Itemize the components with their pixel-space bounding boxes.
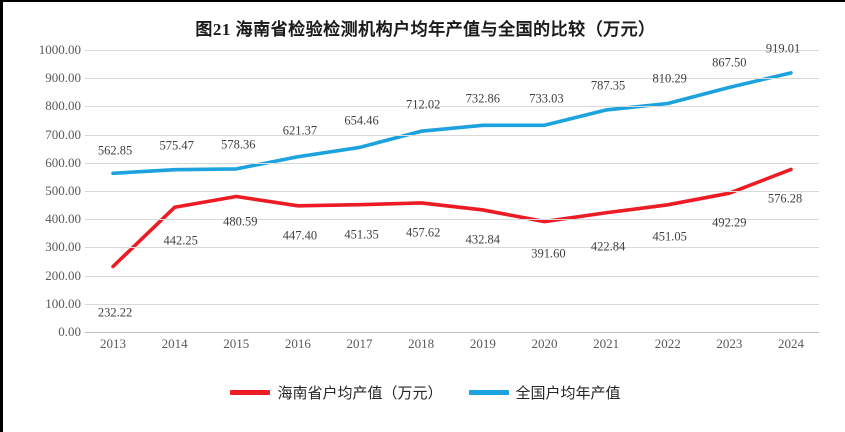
data-point-label: 576.28	[767, 191, 803, 206]
y-axis: 1000.00 900.00 800.00 700.00 600.00 500.00 400…	[9, 42, 81, 339]
legend-line-icon	[468, 390, 509, 395]
data-point-label: 733.03	[529, 91, 564, 106]
x-axis-tick-label: 2024	[778, 336, 804, 351]
y-axis-tick-label: 200.00	[45, 267, 81, 283]
x-axis-tick-label: 2018	[408, 336, 435, 351]
y-axis-tick-label: 0.00	[58, 324, 81, 339]
data-point-label: 457.62	[405, 225, 441, 240]
y-axis-tick-label: 900.00	[45, 70, 81, 86]
gridline	[85, 275, 819, 277]
data-point-label: 919.01	[765, 41, 801, 56]
y-axis-tick-label: 500.00	[45, 183, 81, 198]
y-axis-tick-label: 300.00	[45, 239, 81, 255]
data-point-label: 447.40	[282, 228, 318, 243]
data-point-label: 654.46	[344, 113, 379, 128]
x-axis-tick-label: 2014	[161, 336, 188, 351]
gridline	[85, 134, 819, 136]
data-point-label: 422.84	[590, 239, 626, 254]
gridline	[85, 191, 819, 192]
y-axis-tick-label: 600.00	[45, 154, 81, 170]
data-point-label: 578.36	[221, 137, 256, 152]
legend-line-icon	[230, 390, 271, 395]
series-line	[111, 71, 793, 176]
gridline	[85, 247, 819, 249]
data-point-label: 621.37	[282, 123, 318, 138]
gridline	[85, 106, 819, 108]
gridline	[85, 219, 819, 221]
y-axis-tick-label: 700.00	[45, 126, 81, 142]
gridline	[85, 78, 819, 80]
data-point-label: 492.29	[712, 215, 747, 230]
x-axis-tick-label: 2015	[223, 336, 250, 351]
data-point-label: 575.47	[159, 138, 194, 153]
x-axis-tick-label: 2013	[100, 336, 126, 351]
data-point-label: 232.22	[97, 305, 133, 319]
data-point-label: 810.29	[652, 71, 687, 86]
data-point-label: 451.05	[652, 229, 687, 244]
data-point-label: 480.59	[223, 214, 258, 229]
gridline	[85, 332, 819, 333]
data-point-label: 562.85	[97, 143, 133, 158]
data-point-label: 867.50	[712, 55, 747, 70]
data-point-label: 391.60	[531, 246, 566, 261]
legend-label: 全国户均年产值	[515, 386, 621, 402]
data-point-label: 451.35	[344, 227, 379, 242]
y-axis-tick-label: 1000.00	[38, 42, 81, 57]
series-line	[111, 167, 793, 269]
data-point-label: 442.25	[163, 233, 198, 248]
data-point-label: 712.02	[405, 97, 441, 112]
x-axis-tick-label: 2021	[593, 336, 620, 351]
grid-area: 232.22 442.25 480.59 447.40 451.35 457.62 432.…	[85, 41, 819, 333]
x-axis-tick-label: 2023	[716, 336, 743, 351]
x-axis: 2013 2014 2015 2016 2017 2018 2019 2020 2021 2022…	[85, 336, 819, 362]
x-axis-tick-label: 2016	[284, 336, 311, 351]
y-axis-tick-label: 800.00	[45, 98, 81, 114]
x-axis-tick-label: 2017	[346, 336, 373, 351]
data-point-label: 432.84	[465, 232, 500, 247]
plot-area: 1000.00 900.00 800.00 700.00 600.00 500.00 400…	[3, 41, 845, 351]
gridline	[85, 50, 819, 51]
series-lines	[111, 71, 793, 269]
legend-label: 海南省户均产值（万元）	[277, 386, 443, 402]
page-title: 图21 海南省检验检测机构户均年产值与全国的比较（万元）	[195, 20, 656, 39]
gridline	[85, 303, 819, 305]
gridline	[85, 162, 819, 164]
legend-entry[interactable]: 全国户均年产值	[468, 382, 621, 403]
y-axis-tick-label: 400.00	[45, 211, 81, 227]
x-axis-tick-label: 2019	[469, 336, 496, 351]
y-axis-tick-label: 100.00	[45, 295, 81, 311]
data-point-label: 732.86	[465, 91, 500, 106]
data-point-label: 787.35	[590, 78, 626, 93]
x-axis-tick-label: 2020	[531, 336, 558, 351]
chart-legend: 海南省户均产值（万元） 全国户均年产值	[3, 382, 845, 403]
x-axis-tick-label: 2022	[654, 336, 681, 351]
legend-entry[interactable]: 海南省户均产值（万元）	[230, 382, 443, 403]
